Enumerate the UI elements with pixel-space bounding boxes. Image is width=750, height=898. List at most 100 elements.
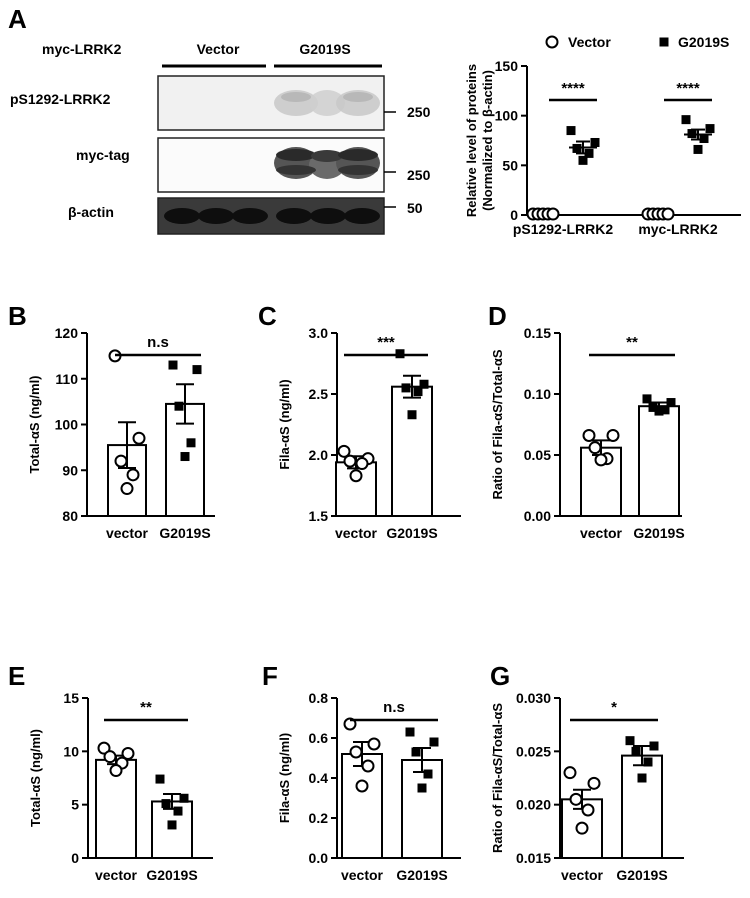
bar-g2019s <box>151 800 193 860</box>
data-point-vector <box>343 454 357 468</box>
x-tick-label: vector <box>561 867 604 883</box>
panel-label-b: B <box>8 301 27 331</box>
y-tick-label: 80 <box>62 508 78 524</box>
y-axis-label: Total-αS (ng/ml) <box>27 375 42 473</box>
y-tick-label: 0.00 <box>524 508 551 524</box>
data-point-g2019s <box>161 799 171 809</box>
data-point-g2019s <box>155 774 165 784</box>
data-point-g2019s <box>631 746 641 756</box>
blot-panel: A myc-LRRK2 Vector G2019S pS1292-LRRK2 m… <box>8 4 431 235</box>
data-point-g2019s <box>186 438 196 448</box>
y-tick-label: 110 <box>55 371 78 387</box>
significance-label: **** <box>561 80 585 97</box>
data-point-g2019s <box>395 349 405 359</box>
data-point-g2019s <box>625 736 635 746</box>
y-tick-label: 100 <box>55 417 79 433</box>
chart-c: 1.5 2.0 2.5 3.0 Fila-αS (ng/ml) vector G2019S *… <box>277 325 461 541</box>
y-axis-label: Ratio of Fila-αS/Total-αS <box>490 349 505 499</box>
data-point-vector <box>569 792 583 806</box>
y-axis-label: Fila-αS (ng/ml) <box>277 733 292 823</box>
bar-vector <box>341 753 383 859</box>
data-point-g2019s <box>572 143 582 153</box>
data-point-g2019s <box>649 741 659 751</box>
chart-d: 0.00 0.05 0.10 0.15 Ratio of Fila-αS/Total-α… <box>490 325 685 541</box>
chart-g: 0.015 0.020 0.025 0.030 Ratio of Fila-αS/Tot… <box>490 690 684 883</box>
x-tick-label: G2019S <box>396 867 447 883</box>
marker-actin: 50 <box>407 200 423 216</box>
x-tick-label: myc-LRRK2 <box>638 221 718 237</box>
y-tick-label: 0.10 <box>524 386 551 402</box>
data-point-g2019s <box>687 129 697 139</box>
x-tick-label: pS1292-LRRK2 <box>513 221 614 237</box>
y-tick-label: 150 <box>495 58 519 74</box>
legend-label-vector: Vector <box>568 34 611 50</box>
y-tick-label: 90 <box>62 462 78 478</box>
significance-label: **** <box>676 80 700 97</box>
data-point-vector <box>581 803 595 817</box>
significance-label: * <box>611 699 617 716</box>
significance-label: *** <box>377 334 395 351</box>
panel-label-a: A <box>8 4 27 34</box>
data-point-vector <box>97 741 111 755</box>
row-label-ps1292: pS1292-LRRK2 <box>10 91 111 107</box>
y-axis-label: Fila-αS (ng/ml) <box>277 379 292 469</box>
data-point-g2019s <box>174 401 184 411</box>
data-point-vector <box>114 454 128 468</box>
significance-label: ** <box>140 699 152 716</box>
data-point-g2019s <box>643 757 653 767</box>
y-axis-label: (Normalized to β-actin) <box>480 70 495 211</box>
x-tick-label: vector <box>95 867 138 883</box>
data-point-g2019s <box>566 126 576 136</box>
x-tick-label: G2019S <box>616 867 667 883</box>
chart-a: 0 50 100 150 Relative level of proteins (Norm… <box>464 34 741 237</box>
data-point-g2019s <box>648 402 658 412</box>
data-point-g2019s <box>584 148 594 158</box>
legend-label-g2019s: G2019S <box>678 34 729 50</box>
y-tick-label: 0.020 <box>516 797 551 813</box>
y-tick-label: 0.6 <box>309 730 329 746</box>
data-point-vector <box>546 207 560 221</box>
data-point-vector <box>588 441 602 455</box>
y-tick-label: 0.05 <box>524 447 551 463</box>
legend-marker-g2019s <box>659 37 669 47</box>
data-point-vector <box>121 746 135 760</box>
y-tick-label: 0.15 <box>524 325 551 341</box>
marker-ps1292: 250 <box>407 104 431 120</box>
data-point-g2019s <box>693 144 703 154</box>
chart-f: 0.0 0.2 0.4 0.6 0.8 Fila-αS (ng/ml) vector G201… <box>277 690 461 883</box>
x-tick-label: vector <box>580 525 623 541</box>
data-point-vector <box>103 750 117 764</box>
panel-label-e: E <box>8 661 25 691</box>
x-tick-label: G2019S <box>146 867 197 883</box>
data-point-g2019s <box>167 820 177 830</box>
data-point-vector <box>355 457 369 471</box>
y-axis-label: Total-αS (ng/ml) <box>28 729 43 827</box>
y-tick-label: 0.2 <box>309 810 329 826</box>
y-tick-label: 100 <box>495 108 519 124</box>
data-point-g2019s <box>590 137 600 147</box>
panel-label-d: D <box>488 301 507 331</box>
data-point-g2019s <box>180 452 190 462</box>
blot-strip-myc-tag <box>157 137 385 193</box>
x-tick-label: G2019S <box>159 525 210 541</box>
y-tick-label: 0 <box>510 207 518 223</box>
data-point-g2019s <box>419 379 429 389</box>
data-point-vector <box>361 759 375 773</box>
data-point-g2019s <box>411 747 421 757</box>
significance-label: n.s <box>383 699 405 716</box>
significance-label: n.s <box>147 334 169 351</box>
data-point-g2019s <box>681 115 691 125</box>
data-point-g2019s <box>642 394 652 404</box>
data-point-vector <box>337 444 351 458</box>
data-point-g2019s <box>179 793 189 803</box>
y-tick-label: 2.5 <box>309 386 329 402</box>
y-tick-label: 0.030 <box>516 690 551 706</box>
data-point-vector <box>349 469 363 483</box>
data-point-g2019s <box>407 410 417 420</box>
x-tick-label: vector <box>335 525 378 541</box>
data-point-g2019s <box>429 737 439 747</box>
significance-label: ** <box>626 334 638 351</box>
data-point-vector <box>132 431 146 445</box>
y-tick-label: 15 <box>63 690 79 706</box>
